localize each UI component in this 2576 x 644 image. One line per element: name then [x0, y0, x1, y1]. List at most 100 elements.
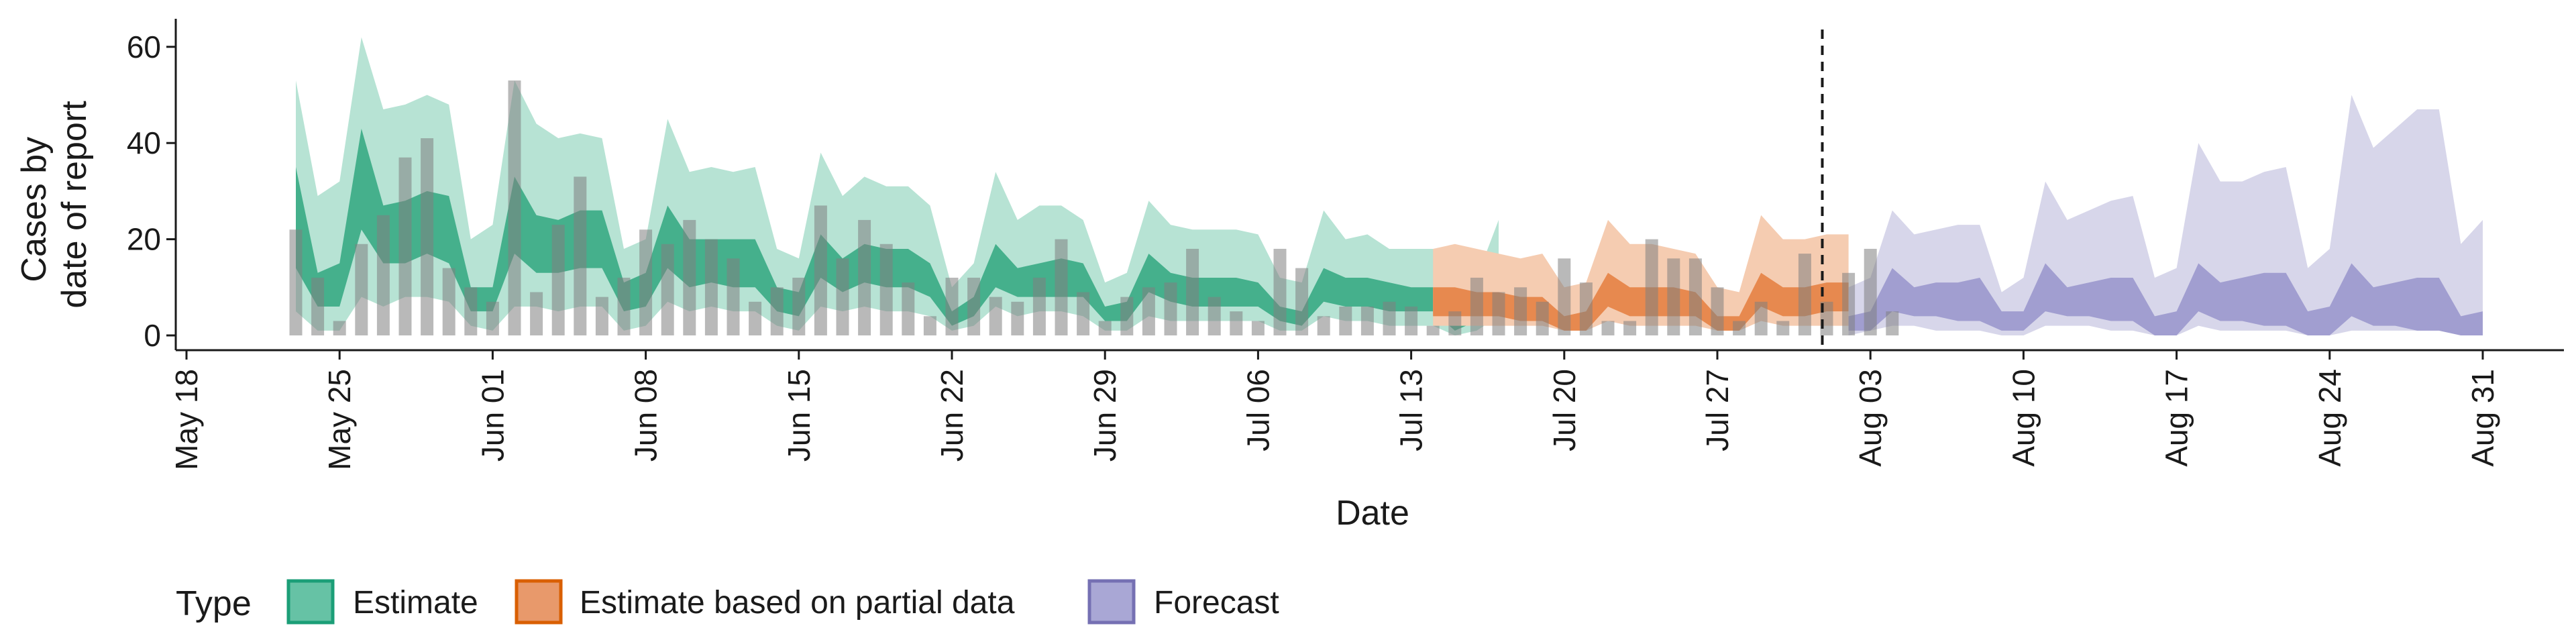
- reported-case-bar: [1798, 254, 1811, 335]
- reported-case-bar: [464, 287, 478, 335]
- legend-key-partial: [515, 579, 563, 625]
- reported-case-bar: [1842, 272, 1856, 335]
- reported-case-bar: [1711, 287, 1724, 335]
- reported-case-bar: [1733, 321, 1746, 335]
- reported-case-bar: [1864, 248, 1877, 335]
- plot-area: 0 20 40 60 May 18 May 25 Jun 01 Jun 08 Jun 15 Ju…: [127, 19, 2564, 470]
- legend-label-estimate: Estimate: [353, 585, 478, 621]
- y-axis-title-line-2: date of report: [55, 101, 94, 309]
- x-tick-label: Jul 27: [1700, 369, 1735, 451]
- reported-case-bar: [530, 292, 543, 335]
- reported-case-bar: [311, 277, 325, 335]
- reported-case-bar: [945, 277, 959, 335]
- reported-case-bar: [1470, 277, 1483, 335]
- reported-case-bar: [508, 80, 521, 336]
- reported-case-bar: [683, 219, 696, 335]
- reported-case-bar: [923, 316, 936, 335]
- reported-case-bar: [1405, 306, 1418, 335]
- x-tick-label: Jul 13: [1394, 369, 1429, 451]
- y-tick-label: 20: [127, 222, 161, 257]
- reported-case-bar: [749, 301, 762, 335]
- reported-case-bar: [770, 287, 784, 335]
- x-axis-title: Date: [1336, 494, 1409, 533]
- reported-case-bar: [289, 229, 303, 335]
- reported-case-bar: [967, 277, 981, 335]
- reported-case-bar: [1558, 258, 1571, 335]
- reported-case-bar: [1032, 277, 1046, 335]
- y-tick-label: 40: [127, 125, 161, 160]
- reported-case-bar: [1688, 258, 1702, 335]
- band-outer-forecast: [1848, 95, 2483, 335]
- x-tick-label: Jun 15: [782, 369, 816, 462]
- reported-case-bar: [1055, 239, 1068, 335]
- x-tick-label: Aug 10: [2006, 369, 2041, 467]
- reported-case-bar: [1886, 311, 1899, 335]
- reported-case-bar: [376, 215, 390, 335]
- reported-case-bar: [1645, 239, 1658, 335]
- reported-case-bar: [1579, 282, 1593, 335]
- x-tick-label: May 25: [322, 369, 357, 470]
- reported-case-bar: [1011, 301, 1024, 335]
- x-tick-label: Jun 01: [475, 369, 510, 462]
- legend-key-forecast: [1087, 579, 1136, 625]
- reported-case-bar: [814, 205, 827, 335]
- reported-case-bar: [1077, 292, 1090, 335]
- reported-case-bar: [727, 258, 740, 335]
- reported-case-bar: [879, 244, 893, 335]
- reported-case-bar: [551, 225, 565, 335]
- reported-case-bar: [1448, 311, 1462, 335]
- legend: Type Estimate Estimate based on partial …: [176, 579, 1279, 625]
- legend-label-forecast: Forecast: [1154, 585, 1279, 621]
- reported-case-bar: [398, 157, 412, 335]
- reported-case-bar: [595, 297, 608, 335]
- reported-case-bar: [1514, 287, 1527, 335]
- reported-case-bar: [1186, 248, 1199, 335]
- reported-case-bar: [704, 239, 718, 335]
- y-axis-title: Cases by date of report: [15, 101, 94, 309]
- reported-case-bar: [355, 244, 368, 335]
- reported-cases-bars: [289, 80, 1899, 336]
- reported-case-bar: [421, 138, 434, 335]
- reported-case-bar: [1754, 301, 1768, 335]
- reported-case-bar: [858, 219, 871, 335]
- reported-case-bar: [1230, 311, 1243, 335]
- legend-title: Type: [176, 584, 252, 623]
- reported-case-bar: [617, 277, 631, 335]
- reported-case-bar: [442, 268, 455, 335]
- x-tick-label: Aug 03: [1853, 369, 1888, 467]
- legend-key-estimate: [286, 579, 335, 625]
- reported-case-bar: [1339, 306, 1352, 335]
- reported-case-bar: [1383, 301, 1396, 335]
- y-tick-label: 0: [144, 318, 161, 353]
- legend-item-estimate: Estimate: [286, 579, 478, 625]
- reported-case-bar: [1120, 297, 1134, 335]
- reported-case-bar: [661, 244, 674, 335]
- reported-case-bar: [1098, 321, 1112, 335]
- x-tick-label: Aug 31: [2465, 369, 2500, 467]
- reported-case-bar: [1360, 306, 1374, 335]
- reported-case-bar: [1142, 287, 1155, 335]
- reported-case-bar: [1251, 321, 1265, 335]
- reported-case-bar: [1295, 268, 1309, 335]
- reported-case-bar: [1536, 301, 1549, 335]
- reported-case-bar: [902, 282, 915, 335]
- reported-case-bar: [1601, 321, 1615, 335]
- reported-case-bar: [574, 176, 587, 335]
- legend-item-forecast: Forecast: [1087, 579, 1279, 625]
- x-tick-label: Aug 24: [2312, 369, 2347, 467]
- reported-case-bar: [1492, 292, 1505, 335]
- reported-case-bar: [1667, 258, 1680, 335]
- reported-case-bar: [1426, 325, 1440, 335]
- reported-case-bar: [486, 301, 499, 335]
- reported-case-bar: [1317, 316, 1330, 335]
- reported-case-bar: [1273, 248, 1287, 335]
- legend-item-partial: Estimate based on partial data: [515, 579, 1015, 625]
- x-tick-label: Jun 29: [1087, 369, 1122, 462]
- reported-case-bar: [639, 229, 653, 335]
- reported-case-bar: [792, 277, 806, 335]
- reported-case-bar: [333, 321, 346, 335]
- y-axis-title-line-1: Cases by: [15, 137, 54, 282]
- band-inner-forecast: [1848, 263, 2483, 335]
- reported-case-bar: [836, 258, 849, 335]
